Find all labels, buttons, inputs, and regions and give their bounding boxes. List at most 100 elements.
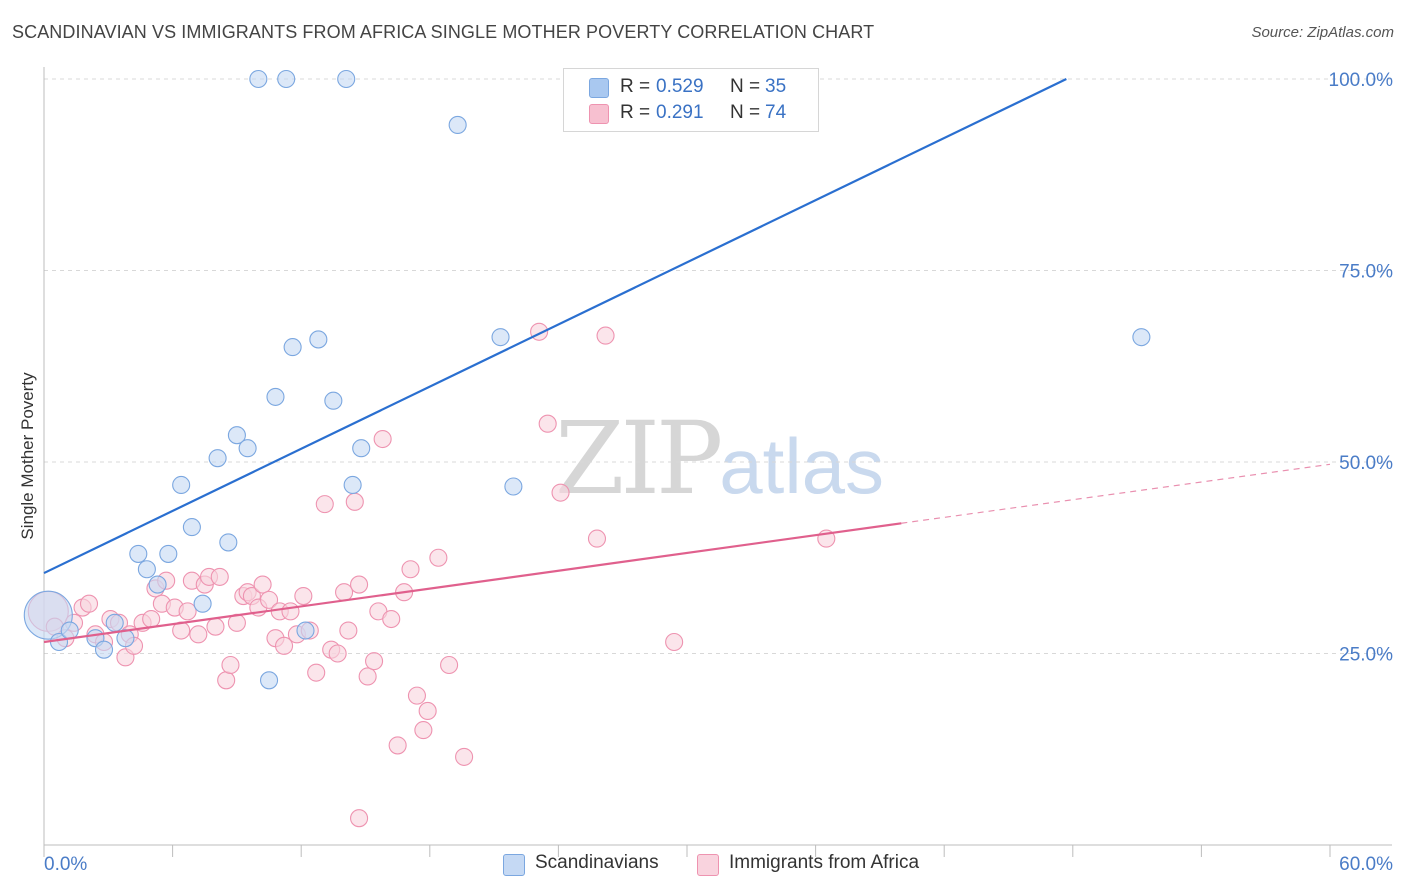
immigrants-point (358, 667, 377, 686)
scandinavians-point (504, 477, 523, 496)
scandinavians-point (277, 69, 296, 89)
immigrants-point (178, 602, 197, 621)
scandinavians-point (238, 439, 257, 458)
immigrants-point (315, 495, 334, 514)
immigrants-trend-line (43, 522, 902, 644)
scandinavians-point (208, 449, 227, 468)
scandinavians-point (352, 439, 371, 458)
y-tick-label: 25.0% (1339, 645, 1393, 666)
scandinavians-point (1132, 328, 1151, 347)
y-tick-label: 75.0% (1339, 262, 1393, 283)
legend-r-label: R = (620, 76, 651, 97)
scandinavians-trend-line (43, 78, 1067, 575)
legend-row-scandinavians: R = 0.529 N = 35 (564, 75, 818, 101)
legend-n-label: N = (730, 76, 761, 97)
scandinavians-point (105, 613, 124, 632)
immigrants-point (217, 671, 236, 690)
immigrants-point (253, 575, 272, 594)
scandinavians-point (137, 560, 156, 579)
legend-row-immigrants: R = 0.291 N = 74 (564, 101, 818, 127)
legend-n-label: N = (730, 102, 761, 123)
bottom-legend-swatch-scandinavians (503, 854, 525, 876)
tick-labels: 25.0% 50.0% 75.0% 100.0% 0.0% 60.0% (44, 70, 1393, 875)
immigrants-point (414, 721, 433, 740)
scandinavians-point (193, 594, 212, 613)
scandinavians-point (159, 544, 178, 563)
immigrants-point (281, 602, 300, 621)
immigrants-point (407, 686, 426, 705)
immigrants-point (259, 590, 279, 609)
immigrants-point (388, 736, 407, 755)
trend-lines (43, 78, 1331, 644)
immigrants-point (275, 636, 294, 655)
y-tick-label: 50.0% (1339, 453, 1393, 474)
immigrants-point (335, 583, 354, 602)
source-credit: Source: ZipAtlas.com (1251, 24, 1394, 41)
immigrants-point (382, 609, 401, 629)
immigrants-point (596, 326, 615, 345)
axes (43, 67, 1392, 857)
scandinavians-point (337, 69, 356, 89)
legend-n-value: 74 (765, 102, 787, 123)
immigrants-point (328, 644, 347, 663)
watermark-zip: ZIP (555, 400, 723, 517)
scandinavians-point (148, 575, 167, 594)
immigrants-point (79, 594, 99, 613)
scandinavians-point (259, 671, 279, 690)
legend-swatch-immigrants (589, 104, 609, 124)
immigrants-point (345, 492, 364, 511)
scandinavians-point (343, 475, 362, 495)
legend-swatch-scandinavians (589, 78, 609, 98)
legend-n-value: 35 (765, 76, 787, 97)
legend-r-value: 0.529 (656, 76, 704, 97)
immigrants-point (455, 747, 474, 766)
immigrants-point (365, 652, 384, 671)
x-tick-label: 60.0% (1339, 854, 1393, 875)
grid-lines (44, 78, 1392, 654)
immigrants-point (350, 575, 369, 594)
immigrants-point (373, 429, 392, 449)
chart-title: SCANDINAVIAN VS IMMIGRANTS FROM AFRICA S… (12, 22, 875, 42)
bottom-legend-label-immigrants: Immigrants from Africa (729, 852, 920, 873)
legend-r-label: R = (620, 102, 651, 123)
scandinavians-point (172, 475, 191, 495)
scandinavians-point (23, 590, 73, 640)
immigrants-point (210, 567, 229, 586)
immigrants-point (538, 414, 557, 433)
scandinavians-point (283, 338, 302, 357)
watermark-atlas: atlas (719, 422, 885, 510)
watermark: ZIPatlas (555, 400, 884, 517)
scandinavians-point (491, 328, 510, 347)
bottom-legend-label-scandinavians: Scandinavians (535, 852, 659, 873)
scandinavians-point (324, 391, 343, 410)
immigrants-point (206, 617, 225, 636)
immigrants-point (307, 663, 326, 682)
bottom-legend-swatch-immigrants (697, 854, 719, 876)
scandinavians-point (219, 533, 238, 552)
scandinavians-point (60, 621, 79, 640)
immigrants-point (587, 529, 607, 548)
scandinavians-point (182, 518, 201, 537)
immigrants-point (221, 655, 240, 675)
series-scandinavians-points (23, 69, 1151, 690)
immigrants-point (350, 809, 369, 828)
immigrants-point (429, 548, 448, 567)
correlation-legend: R = 0.529 N = 35 R = 0.291 N = 74 (563, 68, 819, 132)
scandinavians-point (249, 69, 268, 89)
scandinavians-point (309, 330, 328, 349)
x-tick-label: 0.0% (44, 854, 87, 875)
y-axis-label: Single Mother Poverty (18, 372, 37, 540)
scandinavians-point (266, 387, 285, 406)
immigrants-point (294, 586, 313, 606)
scandinavians-point (129, 544, 148, 563)
legend-r-value: 0.291 (656, 102, 704, 123)
immigrants-point (551, 483, 570, 502)
immigrants-point (418, 701, 437, 721)
immigrants-point (401, 560, 420, 579)
immigrants-point (142, 609, 161, 629)
y-tick-label: 100.0% (1329, 70, 1394, 91)
immigrants-trend-extension (901, 463, 1331, 524)
scandinavians-point (296, 621, 315, 640)
scandinavians-point (227, 426, 246, 445)
